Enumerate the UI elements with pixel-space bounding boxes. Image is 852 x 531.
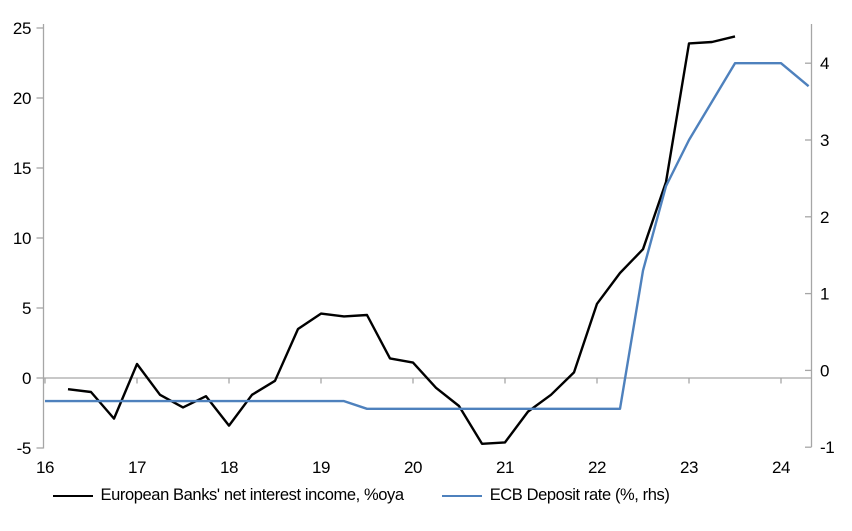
legend-item-nii: European Banks' net interest income, %oy… [52, 486, 405, 505]
right-axis-tick-label: 4 [820, 54, 829, 73]
left-axis-tick-label: -5 [17, 439, 31, 458]
x-axis-tick-label: 18 [220, 458, 238, 477]
x-axis-tick-label: 22 [588, 458, 606, 477]
x-axis-tick-label: 23 [680, 458, 698, 477]
left-axis-tick-label: 20 [13, 89, 31, 108]
x-axis-tick-label: 20 [404, 458, 422, 477]
chart-legend: European Banks' net interest income, %oy… [0, 486, 852, 505]
ecb-line-swatch [441, 494, 482, 497]
ecb-rate-line-series [45, 62, 810, 410]
right-axis-tick-label: -1 [820, 438, 834, 457]
left-axis-tick-label: 0 [22, 369, 31, 388]
left-axis-tick-label: 10 [13, 229, 31, 248]
nii-line-swatch [52, 494, 93, 497]
x-axis-tick-label: 19 [312, 458, 330, 477]
left-axis-tick-label: 5 [22, 299, 31, 318]
right-axis-tick-label: 1 [820, 285, 829, 304]
x-axis-tick-label: 17 [128, 458, 146, 477]
x-axis-tick-label: 16 [36, 458, 54, 477]
right-axis-tick-label: 0 [820, 361, 829, 380]
x-axis-tick-label: 24 [772, 458, 790, 477]
right-axis-tick-label: 3 [820, 131, 829, 150]
left-axis-tick-label: 15 [13, 159, 31, 178]
x-axis-tick-label: 21 [496, 458, 514, 477]
legend-item-ecb: ECB Deposit rate (%, rhs) [441, 486, 670, 505]
right-axis-tick-label: 2 [820, 208, 829, 227]
nii-legend-label: European Banks' net interest income, %oy… [100, 486, 405, 504]
left-axis-tick-label: 25 [13, 19, 31, 38]
ecb-legend-label: ECB Deposit rate (%, rhs) [489, 486, 670, 504]
nii-line-series [67, 35, 736, 445]
